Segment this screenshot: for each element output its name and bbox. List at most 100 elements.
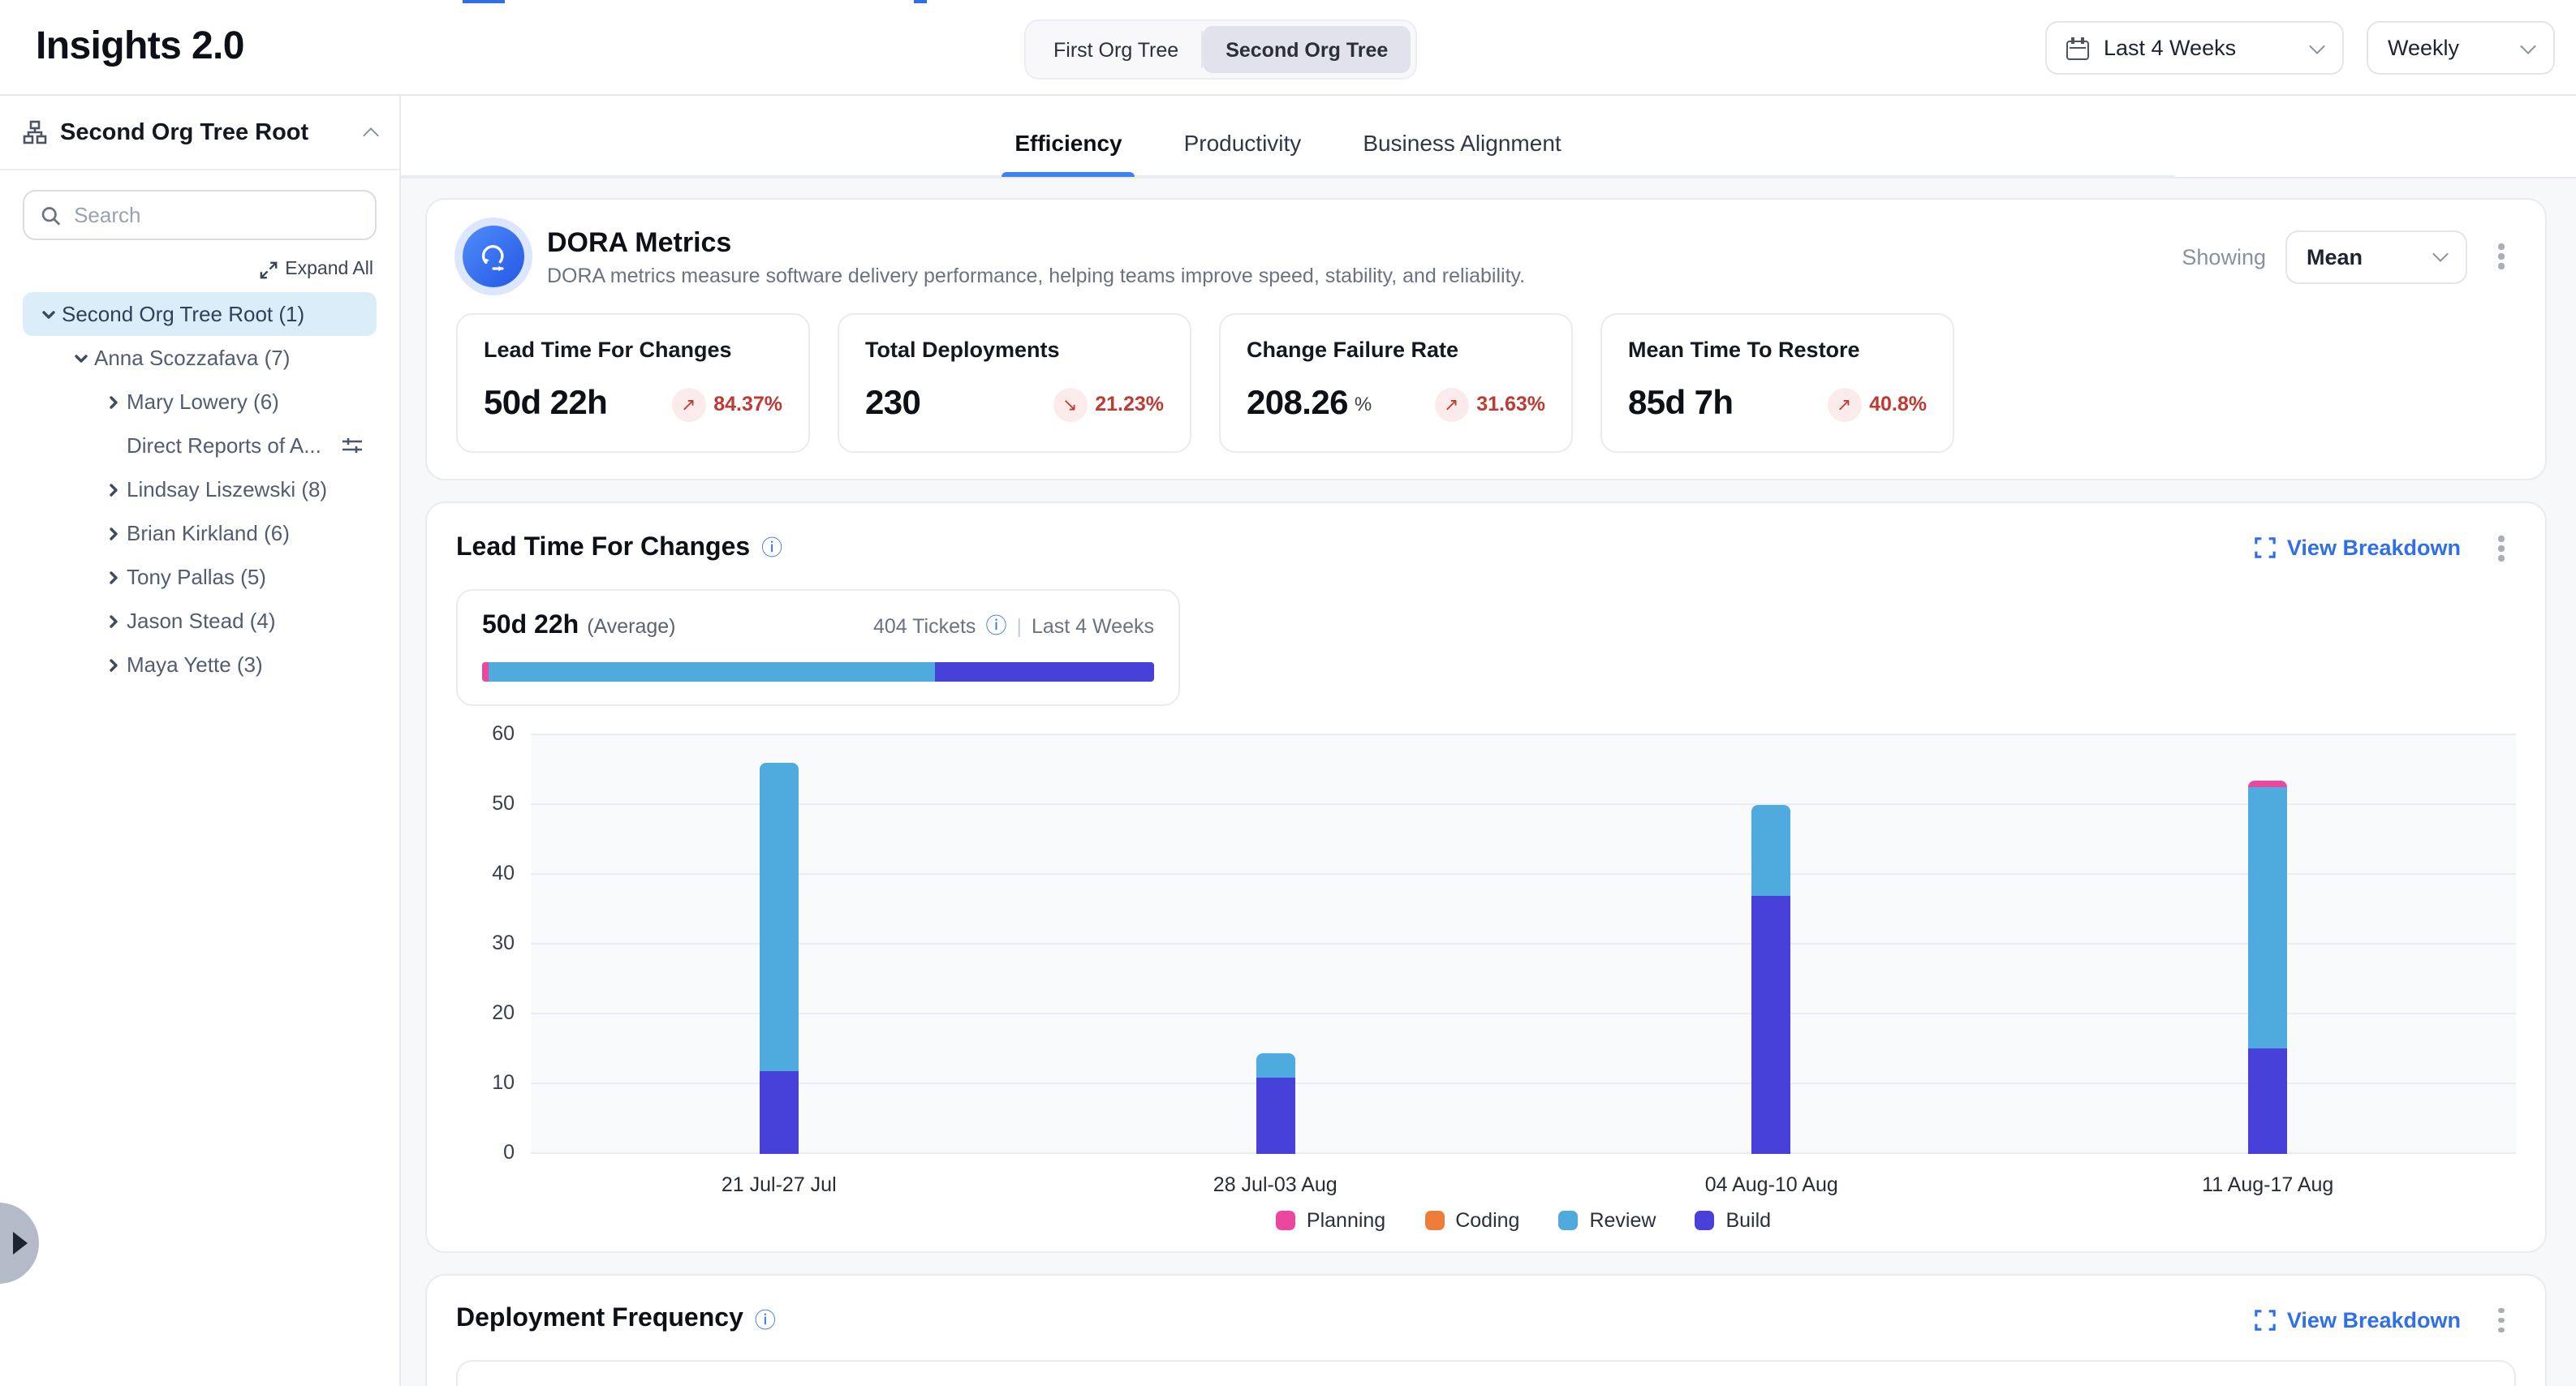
chevron-right-icon[interactable] bbox=[101, 525, 127, 541]
lead-time-kebab-menu[interactable] bbox=[2487, 529, 2516, 567]
stacked-bar-21-jul-27-jul[interactable] bbox=[760, 762, 799, 1153]
org-tree: Second Org Tree Root (1)Anna Scozzafava … bbox=[23, 292, 377, 687]
date-range-value: Last 4 Weeks bbox=[2104, 36, 2297, 60]
showing-select[interactable]: Mean bbox=[2285, 230, 2467, 283]
legend-item-review[interactable]: Review bbox=[1558, 1208, 1656, 1231]
tree-item-anna-scozzafava-7-[interactable]: Anna Scozzafava (7) bbox=[23, 336, 377, 380]
stacked-bar-04-aug-10-aug[interactable] bbox=[1752, 806, 1791, 1153]
gridline: 20 bbox=[531, 1012, 2516, 1014]
sidebar-title: Second Org Tree Root bbox=[60, 119, 352, 145]
lead-time-average-card: 50d 22h (Average) 404 Tickets ⓘ | Last 4… bbox=[456, 588, 1180, 705]
dora-description: DORA metrics measure software delivery p… bbox=[547, 264, 2159, 286]
deployment-kebab-menu[interactable] bbox=[2487, 1301, 2516, 1339]
top-bar: Insights 2.0 First Org Tree Second Org T… bbox=[0, 0, 2576, 96]
page-title: Insights 2.0 bbox=[36, 24, 244, 70]
dora-metrics-panel: DORA Metrics DORA metrics measure softwa… bbox=[425, 198, 2547, 480]
tree-item-maya-yette-3-[interactable]: Maya Yette (3) bbox=[23, 643, 377, 687]
stacked-bar-11-aug-17-aug[interactable] bbox=[2248, 781, 2287, 1153]
tree-item-mary-lowery-6-[interactable]: Mary Lowery (6) bbox=[23, 380, 377, 424]
lead-time-panel: Lead Time For Changes ⓘ View Breakdown bbox=[425, 501, 2547, 1252]
search-input[interactable] bbox=[74, 203, 359, 227]
toggle-second-org-tree[interactable]: Second Org Tree bbox=[1203, 26, 1411, 73]
chart-legend: Planning Coding Review Build bbox=[456, 1208, 2516, 1231]
trend-up-icon: ↗ bbox=[1434, 387, 1468, 421]
x-tick-label: 28 Jul-03 Aug bbox=[1213, 1173, 1338, 1195]
expand-corners-icon bbox=[2255, 538, 2276, 559]
tickets-count: 404 Tickets bbox=[873, 614, 976, 637]
tree-item-direct-reports-of-a-[interactable]: Direct Reports of A... bbox=[23, 424, 377, 467]
y-tick-label: 60 bbox=[492, 721, 515, 744]
info-icon[interactable]: ⓘ bbox=[761, 538, 782, 559]
legend-item-planning[interactable]: Planning bbox=[1276, 1208, 1385, 1231]
sidebar-collapse-icon[interactable] bbox=[363, 127, 379, 143]
caret-right-icon bbox=[12, 1232, 27, 1255]
y-tick-label: 0 bbox=[503, 1140, 515, 1163]
average-value: 50d 22h bbox=[482, 611, 579, 640]
average-note: (Average) bbox=[587, 614, 675, 637]
tab-efficiency[interactable]: Efficiency bbox=[1011, 107, 1125, 175]
delta-badge: ↗84.37% bbox=[671, 387, 782, 421]
y-tick-label: 10 bbox=[492, 1070, 515, 1093]
legend-item-build[interactable]: Build bbox=[1695, 1208, 1771, 1231]
view-breakdown-link[interactable]: View Breakdown bbox=[2255, 536, 2461, 561]
delta-badge: ↘21.23% bbox=[1053, 387, 1164, 421]
legend-swatch bbox=[1695, 1210, 1714, 1229]
info-icon[interactable]: ⓘ bbox=[985, 615, 1006, 636]
search-icon bbox=[41, 204, 61, 226]
info-icon[interactable]: ⓘ bbox=[755, 1310, 776, 1331]
chevron-right-icon[interactable] bbox=[101, 613, 127, 629]
trend-up-icon: ↗ bbox=[1827, 387, 1861, 421]
chevron-down-icon[interactable] bbox=[68, 350, 94, 366]
bar-segment-build bbox=[1752, 896, 1791, 1153]
tree-item-brian-kirkland-6-[interactable]: Brian Kirkland (6) bbox=[23, 511, 377, 555]
bar-segment-build bbox=[760, 1071, 799, 1153]
expand-all-button[interactable]: Expand All bbox=[259, 260, 373, 279]
granularity-value: Weekly bbox=[2388, 36, 2508, 60]
search-box bbox=[23, 190, 377, 240]
expand-corners-icon bbox=[2255, 1310, 2276, 1331]
gridline: 60 bbox=[531, 733, 2516, 734]
toggle-first-org-tree[interactable]: First Org Tree bbox=[1031, 26, 1201, 73]
chevron-down-icon[interactable] bbox=[36, 306, 62, 322]
showing-value: Mean bbox=[2307, 244, 2420, 269]
date-range-select[interactable]: Last 4 Weeks bbox=[2045, 21, 2344, 75]
granularity-select[interactable]: Weekly bbox=[2367, 21, 2555, 75]
tab-productivity[interactable]: Productivity bbox=[1181, 107, 1305, 175]
bar-segment-build bbox=[2248, 1048, 2287, 1153]
chevron-right-icon[interactable] bbox=[101, 394, 127, 410]
tree-item-jason-stead-4-[interactable]: Jason Stead (4) bbox=[23, 599, 377, 643]
bar-segment-review bbox=[2248, 787, 2287, 1048]
y-tick-label: 50 bbox=[492, 791, 515, 814]
stacked-bar-28-jul-03-aug[interactable] bbox=[1256, 1054, 1294, 1153]
legend-swatch bbox=[1276, 1210, 1295, 1229]
tree-item-second-org-tree-root-1-[interactable]: Second Org Tree Root (1) bbox=[23, 292, 377, 336]
view-breakdown-link[interactable]: View Breakdown bbox=[2255, 1308, 2461, 1332]
tab-business-alignment[interactable]: Business Alignment bbox=[1359, 107, 1564, 175]
tree-item-lindsay-liszewski-8-[interactable]: Lindsay Liszewski (8) bbox=[23, 467, 377, 511]
chevron-right-icon[interactable] bbox=[101, 481, 127, 497]
org-tree-toggle: First Org Tree Second Org Tree bbox=[1024, 19, 1417, 80]
legend-item-coding[interactable]: Coding bbox=[1424, 1208, 1519, 1231]
tree-item-tony-pallas-5-[interactable]: Tony Pallas (5) bbox=[23, 555, 377, 599]
dora-kebab-menu[interactable] bbox=[2487, 238, 2516, 276]
x-tick-label: 21 Jul-27 Jul bbox=[722, 1173, 837, 1195]
metric-card-change-failure-rate: Change Failure Rate208.26%↗31.63% bbox=[1219, 313, 1573, 453]
legend-swatch bbox=[1424, 1210, 1444, 1229]
showing-label: Showing bbox=[2182, 244, 2266, 269]
phase-segment-planning bbox=[482, 661, 488, 681]
tab-bar: Efficiency Productivity Business Alignment bbox=[401, 96, 2175, 177]
x-tick-label: 11 Aug-17 Aug bbox=[2202, 1173, 2333, 1195]
filter-icon[interactable] bbox=[341, 435, 364, 456]
trend-down-icon: ↘ bbox=[1053, 387, 1087, 421]
gridline: 40 bbox=[531, 872, 2516, 874]
expand-all-icon bbox=[259, 260, 277, 278]
chevron-right-icon[interactable] bbox=[101, 569, 127, 585]
x-tick-label: 04 Aug-10 Aug bbox=[1705, 1173, 1838, 1195]
org-tree-icon bbox=[23, 120, 47, 144]
period-label: Last 4 Weeks bbox=[1032, 614, 1154, 637]
dora-title: DORA Metrics bbox=[547, 226, 2159, 259]
metric-card-lead-time-for-changes: Lead Time For Changes50d 22h↗84.37% bbox=[456, 313, 810, 453]
chevron-down-icon bbox=[2309, 37, 2325, 54]
phase-segment-build bbox=[936, 661, 1154, 681]
chevron-right-icon[interactable] bbox=[101, 656, 127, 673]
